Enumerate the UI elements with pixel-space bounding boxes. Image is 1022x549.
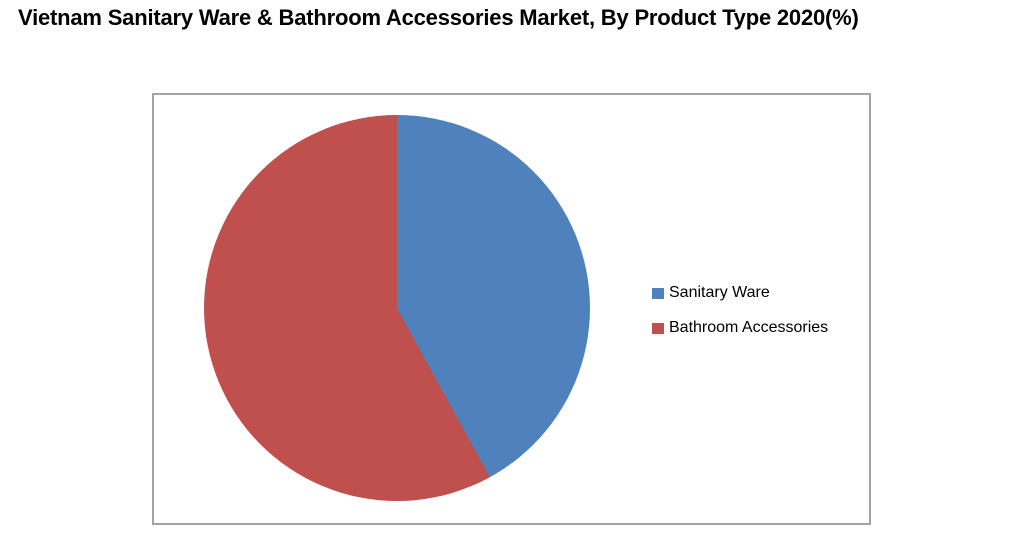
legend-item-bathroom-accessories: Bathroom Accessories [652, 319, 828, 337]
legend: Sanitary Ware Bathroom Accessories [652, 284, 828, 337]
chart-title: Vietnam Sanitary Ware & Bathroom Accesso… [18, 5, 859, 30]
plot-area: Sanitary Ware Bathroom Accessories [152, 93, 871, 525]
pie-chart [204, 115, 590, 501]
legend-item-sanitary-ware: Sanitary Ware [652, 284, 828, 302]
legend-label-sanitary-ware: Sanitary Ware [669, 284, 770, 301]
legend-label-bathroom-accessories: Bathroom Accessories [669, 319, 829, 336]
legend-swatch-bathroom-accessories [652, 322, 664, 334]
legend-swatch-sanitary-ware [652, 287, 664, 299]
